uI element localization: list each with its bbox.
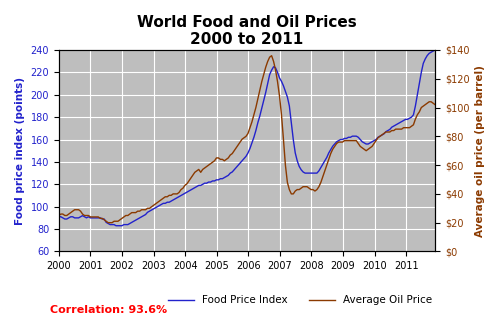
Food Price Index: [294, 159, 300, 163]
Average Oil Price: [214, 156, 220, 160]
Average Oil Price: [268, 54, 274, 58]
Average Oil Price: [432, 103, 438, 107]
Average Oil Price: [210, 160, 216, 164]
Average Oil Price: [101, 218, 107, 222]
Food Price Index: [432, 48, 438, 52]
Food Price Index: [210, 179, 216, 183]
Text: Correlation: 93.6%: Correlation: 93.6%: [50, 305, 167, 315]
Y-axis label: Average oil price (per barrel): Average oil price (per barrel): [475, 65, 485, 237]
Average Oil Price: [105, 221, 111, 225]
Average Oil Price: [247, 126, 253, 130]
Average Oil Price: [274, 80, 280, 84]
Food Price Index: [101, 217, 107, 221]
Food Price Index: [214, 178, 220, 182]
Food Price Index: [56, 215, 62, 219]
Line: Average Oil Price: Average Oil Price: [59, 56, 435, 223]
Food Price Index: [272, 66, 278, 70]
Y-axis label: Food price index (points): Food price index (points): [15, 77, 25, 225]
Average Oil Price: [296, 188, 302, 191]
Title: World Food and Oil Prices
2000 to 2011: World Food and Oil Prices 2000 to 2011: [137, 15, 357, 47]
Food Price Index: [113, 224, 119, 228]
Average Oil Price: [56, 214, 62, 218]
Food Price Index: [247, 147, 253, 150]
Legend: Food Price Index, Average Oil Price: Food Price Index, Average Oil Price: [164, 291, 436, 310]
Line: Food Price Index: Food Price Index: [59, 50, 435, 226]
